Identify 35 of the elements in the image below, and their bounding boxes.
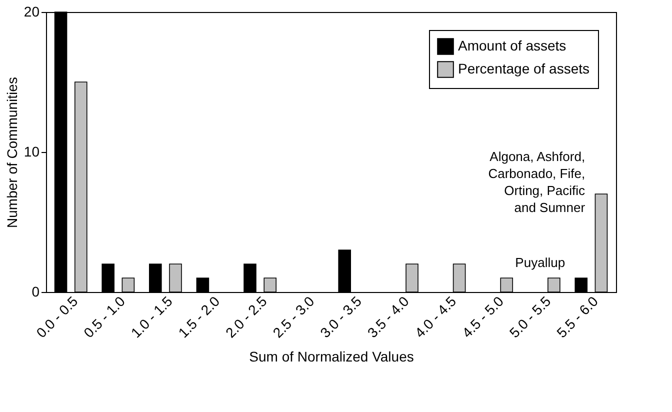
bar xyxy=(169,264,182,292)
x-axis-title: Sum of Normalized Values xyxy=(249,348,414,365)
x-tick-label: 2.5 - 3.0 xyxy=(270,292,318,341)
x-tick-label: 2.0 - 2.5 xyxy=(222,292,270,341)
bar xyxy=(574,278,588,292)
bar xyxy=(74,82,88,292)
bar xyxy=(244,264,256,292)
bar xyxy=(122,278,135,292)
x-tick-label: 3.0 - 3.5 xyxy=(316,292,365,341)
x-tick-label: 4.5 - 5.0 xyxy=(458,292,507,341)
x-tick-label: 5.5 - 6.0 xyxy=(553,292,602,341)
bar xyxy=(264,278,276,292)
x-tick-label: 0.5 - 1.0 xyxy=(80,292,128,341)
bar xyxy=(196,278,210,292)
bar xyxy=(452,264,466,292)
annotation: Puyallup xyxy=(515,255,566,270)
bar xyxy=(102,264,114,292)
bar xyxy=(500,278,514,292)
annotation: Algona, Ashford, Carbonado, Fife, Orting, Pacific and Sumner xyxy=(488,149,586,215)
x-tick-label: 3.5 - 4.0 xyxy=(364,292,412,341)
x-tick-label: 5.0 - 5.5 xyxy=(506,292,554,341)
bar xyxy=(406,264,418,292)
legend-label: Amount of assets xyxy=(458,38,566,54)
x-tick-label: 4.0 - 4.5 xyxy=(412,292,460,341)
y-axis-title: Number of Communities xyxy=(4,77,20,228)
y-tick-label: 10 xyxy=(24,144,40,160)
y-tick-label: 0 xyxy=(32,284,40,300)
bar xyxy=(338,250,351,292)
bar xyxy=(548,278,560,292)
bar xyxy=(594,194,608,292)
x-tick-label: 1.0 - 1.5 xyxy=(128,292,176,341)
x-tick-label: 1.5 - 2.0 xyxy=(175,292,223,341)
bar xyxy=(148,264,162,292)
legend-label: Percentage of assets xyxy=(458,60,590,76)
y-tick-label: 20 xyxy=(24,4,40,20)
